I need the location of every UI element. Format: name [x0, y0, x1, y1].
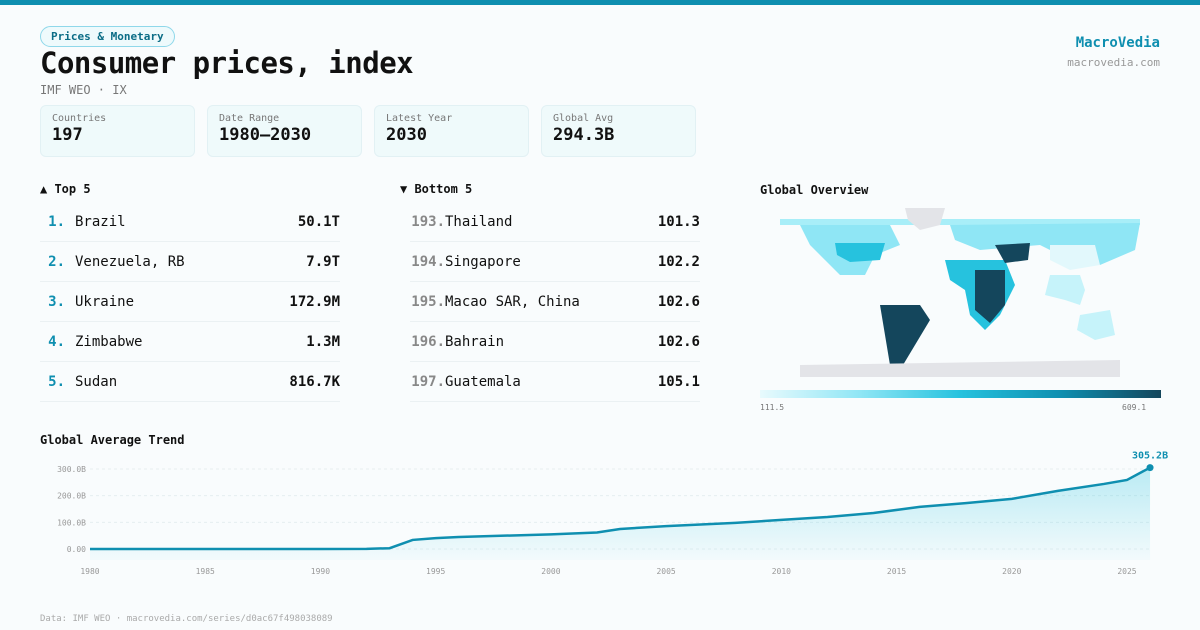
rank: 194. [411, 253, 445, 270]
brand-logo[interactable]: MacroVedia [1075, 35, 1160, 51]
stat-value: 294.3B [553, 125, 615, 145]
country-name: Zimbabwe [75, 333, 143, 350]
y-tick-label: 0.00 [67, 545, 86, 554]
stat-value: 1980–2030 [219, 125, 312, 145]
bottom5-heading: ▼ Bottom 5 [400, 182, 473, 196]
stat-countries: Countries 197 [40, 105, 195, 157]
list-item[interactable]: 196. Bahrain 102.6 [410, 322, 700, 362]
stat-value: 2030 [386, 125, 427, 145]
country-value: 102.6 [657, 293, 700, 310]
list-item[interactable]: 4. Zimbabwe 1.3M [40, 322, 340, 362]
country-name: Macao SAR, China [445, 293, 580, 310]
stat-label: Global Avg [553, 113, 614, 124]
y-tick-label: 300.0B [57, 465, 86, 474]
africa-high[interactable] [975, 270, 1005, 323]
list-item[interactable]: 1. Brazil 50.1T [40, 202, 340, 242]
antarctica [800, 360, 1120, 377]
last-point [1146, 464, 1154, 472]
usa[interactable] [835, 243, 885, 262]
stat-date-range: Date Range 1980–2030 [207, 105, 362, 157]
rank: 195. [411, 293, 445, 310]
x-tick-label: 2000 [541, 567, 560, 576]
scale-min: 111.5 [760, 403, 785, 412]
australia[interactable] [1077, 310, 1115, 340]
country-value: 101.3 [657, 213, 700, 230]
page-subtitle: IMF WEO · IX [40, 83, 127, 97]
footer-source: Data: IMF WEO · macrovedia.com/series/d0… [40, 614, 333, 624]
list-item[interactable]: 195. Macao SAR, China 102.6 [410, 282, 700, 322]
country-value: 102.2 [657, 253, 700, 270]
country-name: Sudan [75, 373, 118, 390]
stat-global-avg: Global Avg 294.3B [541, 105, 696, 157]
rank: 197. [411, 373, 445, 390]
country-value: 1.3M [306, 333, 340, 350]
middle-east[interactable] [995, 243, 1030, 263]
x-tick-label: 1995 [426, 567, 445, 576]
brand-url[interactable]: macrovedia.com [1067, 56, 1160, 69]
list-item[interactable]: 193. Thailand 101.3 [410, 202, 700, 242]
top5-list: 1. Brazil 50.1T 2. Venezuela, RB 7.9T 3. Ukrain… [40, 202, 340, 402]
rank: 2. [48, 253, 65, 270]
greenland [905, 208, 945, 230]
country-value: 816.7K [289, 373, 340, 390]
list-item[interactable]: 2. Venezuela, RB 7.9T [40, 242, 340, 282]
stat-value: 197 [52, 125, 83, 145]
country-name: Bahrain [445, 333, 505, 350]
bottom5-list: 193. Thailand 101.3 194. Singapore 102.2 195. M… [410, 202, 700, 402]
world-map[interactable] [780, 205, 1140, 380]
country-value: 7.9T [306, 253, 340, 270]
stat-label: Latest Year [386, 113, 453, 124]
x-tick-label: 2005 [656, 567, 675, 576]
trend-area [90, 467, 1151, 560]
country-name: Ukraine [75, 293, 135, 310]
x-tick-label: 1985 [196, 567, 215, 576]
trend-heading: Global Average Trend [40, 433, 185, 447]
country-name: Brazil [75, 213, 126, 230]
x-tick-label: 2010 [772, 567, 791, 576]
rank: 3. [48, 293, 65, 310]
south-america[interactable] [880, 305, 930, 370]
rank: 193. [411, 213, 445, 230]
x-tick-label: 1990 [311, 567, 330, 576]
rank: 196. [411, 333, 445, 350]
arctic-band [780, 219, 1140, 225]
country-name: Singapore [445, 253, 521, 270]
country-name: Guatemala [445, 373, 521, 390]
list-item[interactable]: 3. Ukraine 172.9M [40, 282, 340, 322]
last-value-label: 305.2B [1132, 451, 1168, 462]
list-item[interactable]: 5. Sudan 816.7K [40, 362, 340, 402]
country-name: Venezuela, RB [75, 253, 185, 270]
stat-latest-year: Latest Year 2030 [374, 105, 529, 157]
x-tick-label: 1980 [80, 567, 99, 576]
country-value: 50.1T [297, 213, 340, 230]
page-title: Consumer prices, index [40, 46, 414, 80]
y-tick-label: 100.0B [57, 518, 86, 527]
country-name: Thailand [445, 213, 513, 230]
eurasia[interactable] [950, 223, 1140, 265]
trend-line [90, 466, 1151, 551]
y-tick-label: 200.0B [57, 492, 86, 501]
top-accent-bar [0, 0, 1200, 5]
trend-chart[interactable]: 0.00 100.0B 200.0B 300.0B 1980 1985 1990 1995 20… [0, 440, 1200, 590]
rank: 5. [48, 373, 65, 390]
top5-heading: ▲ Top 5 [40, 182, 91, 196]
color-scale-bar [760, 390, 1161, 398]
x-tick-label: 2015 [887, 567, 906, 576]
map-heading: Global Overview [760, 183, 869, 197]
country-value: 105.1 [657, 373, 700, 390]
rank: 4. [48, 333, 65, 350]
category-badge[interactable]: Prices & Monetary [40, 26, 175, 47]
asia-south[interactable] [1045, 275, 1085, 305]
x-tick-label: 2020 [1002, 567, 1021, 576]
list-item[interactable]: 197. Guatemala 105.1 [410, 362, 700, 402]
country-value: 172.9M [289, 293, 340, 310]
stat-label: Date Range [219, 113, 280, 124]
china[interactable] [1050, 245, 1100, 270]
x-tick-label: 2025 [1117, 567, 1136, 576]
list-item[interactable]: 194. Singapore 102.2 [410, 242, 700, 282]
country-value: 102.6 [657, 333, 700, 350]
rank: 1. [48, 213, 65, 230]
stat-label: Countries [52, 113, 107, 124]
scale-max: 609.1 [1122, 403, 1147, 412]
